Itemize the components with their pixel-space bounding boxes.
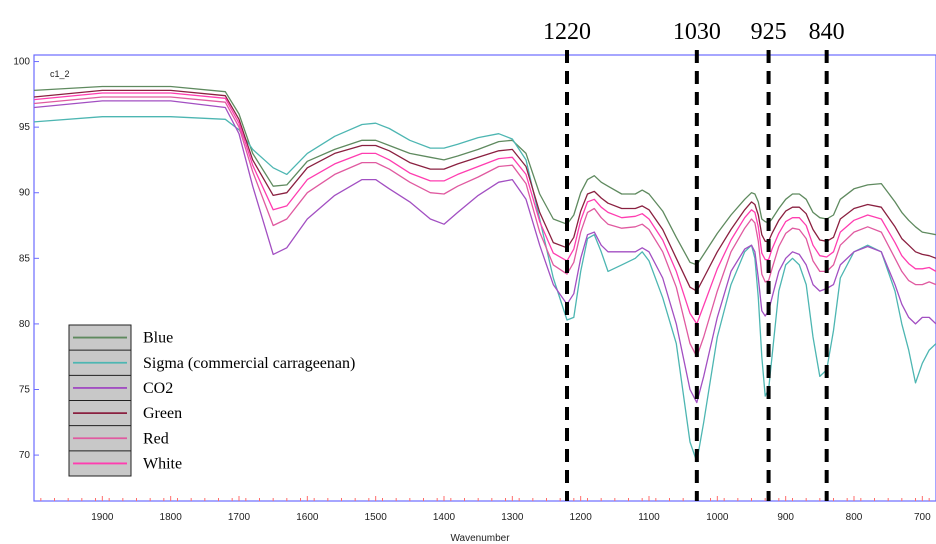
legend-label: CO2 [143, 380, 173, 397]
series-line-green [33, 89, 936, 292]
y-tick-label: 70 [19, 450, 31, 461]
series-line-blue [33, 85, 936, 266]
legend-label: Blue [143, 330, 173, 347]
x-tick-label: 1500 [365, 512, 388, 523]
y-tick-label: 100 [13, 57, 30, 68]
x-tick-label: 1400 [433, 512, 456, 523]
x-tick-label: 1700 [228, 512, 251, 523]
marker-label-1030: 1030 [673, 19, 721, 45]
marker-label-925: 925 [751, 19, 787, 45]
marker-layer: 1220 1030 925 840 [543, 19, 845, 501]
x-tick-label: 1600 [296, 512, 319, 523]
legend-label: Red [143, 430, 169, 447]
y-tick-label: 95 [19, 122, 31, 133]
x-tick-label: 1200 [570, 512, 593, 523]
series-line-sigma-commercial-carrageenan [33, 116, 936, 463]
x-tick-label: 1000 [706, 512, 729, 523]
series-line-red [33, 96, 936, 358]
series-line-co2 [33, 100, 936, 404]
series-line-white [33, 92, 936, 325]
x-axis: 1900 1800 1700 1600 1500 1400 1300 1200 1100 1000… [40, 496, 931, 523]
y-tick-label: 75 [19, 385, 31, 396]
legend-items: Blue Sigma (commercial carrageenan) CO2 Gre… [69, 330, 355, 472]
x-tick-label: 900 [777, 512, 794, 523]
x-tick-label: 800 [846, 512, 863, 523]
y-tick-label: 90 [19, 188, 31, 199]
legend-label: Green [143, 405, 182, 422]
x-tick-label: 1100 [638, 512, 660, 523]
marker-label-840: 840 [809, 19, 845, 45]
y-tick-label: 85 [19, 253, 31, 264]
x-tick-label: 700 [914, 512, 931, 523]
panel-label: c1_2 [50, 69, 70, 79]
x-tick-label: 1900 [91, 512, 114, 523]
legend-label: White [143, 455, 182, 472]
legend-label: Sigma (commercial carrageenan) [143, 355, 355, 372]
x-tick-label: 1300 [501, 512, 524, 523]
series-layer [33, 85, 936, 463]
y-axis: 70 75 80 85 90 95 100 [13, 57, 39, 461]
legend: Blue Sigma (commercial carrageenan) CO2 Gre… [68, 324, 355, 477]
plot-frame [33, 54, 936, 502]
y-tick-label: 80 [19, 319, 31, 330]
marker-label-1220: 1220 [543, 19, 591, 45]
x-axis-title: Wavenumber [450, 533, 510, 544]
x-tick-label: 1800 [160, 512, 183, 523]
